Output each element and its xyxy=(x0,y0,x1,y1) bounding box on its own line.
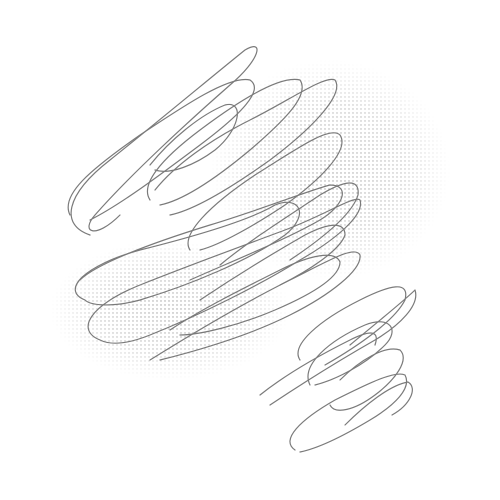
scribble-strokes xyxy=(67,46,417,453)
halftone-shading xyxy=(50,60,460,380)
